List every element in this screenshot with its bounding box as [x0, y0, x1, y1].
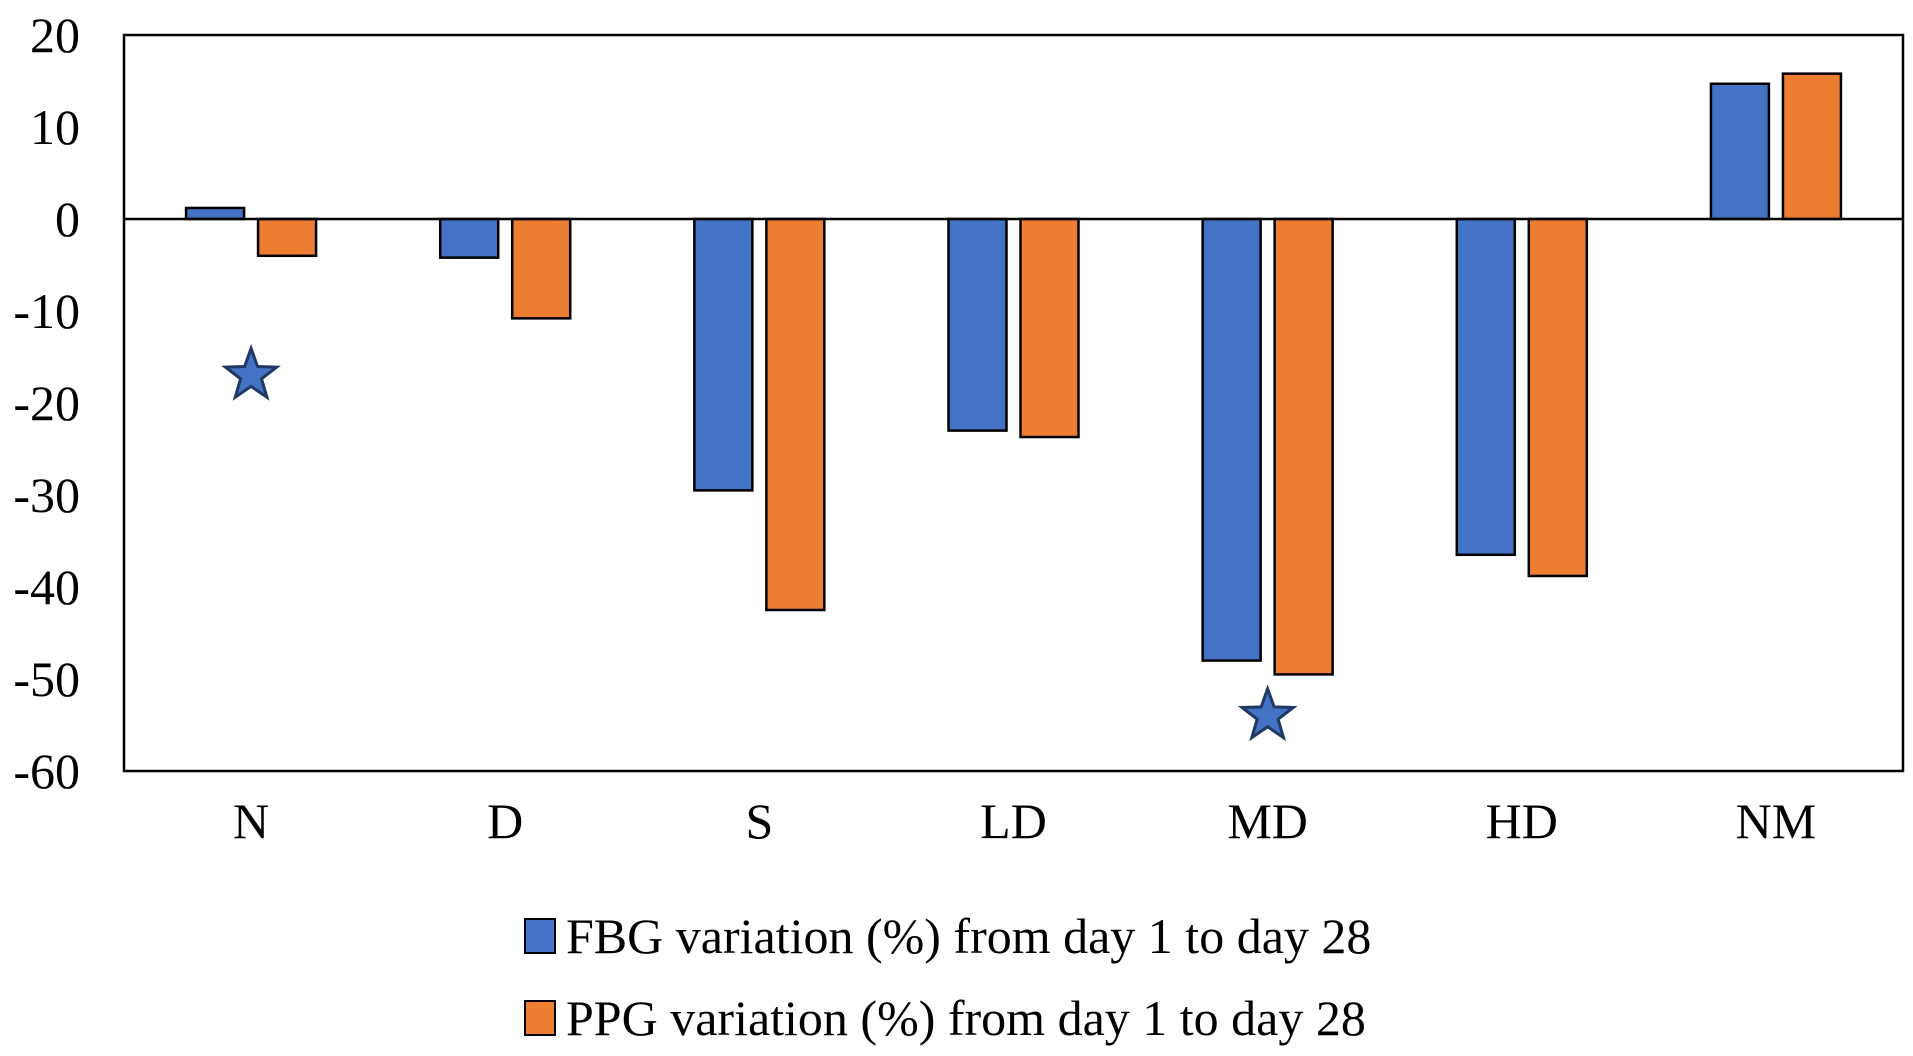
bar-fbg-s — [693, 217, 754, 492]
bar-fbg-md — [1201, 217, 1262, 662]
bar-fbg-d — [438, 217, 500, 259]
x-axis-categories: N D S LD MD HD NM — [233, 793, 1816, 849]
bars — [184, 72, 1843, 676]
y-tick-label: -20 — [13, 375, 80, 431]
y-tick-label: 20 — [30, 7, 80, 63]
y-axis-ticks: 20 10 0 -10 -20 -30 -40 -50 -60 — [13, 7, 80, 799]
bar-fbg-nm — [1709, 82, 1771, 221]
y-tick-label: -60 — [13, 743, 80, 799]
y-tick-label: -40 — [13, 559, 80, 615]
bar-ppg-hd — [1527, 217, 1589, 578]
star-marker-n — [221, 343, 281, 401]
bar-ppg-s — [765, 217, 826, 612]
legend-swatch-ppg — [524, 1000, 556, 1036]
plot-area-frame — [122, 33, 1905, 773]
annotations — [221, 343, 1298, 742]
legend-label-fbg: FBG variation (%) from day 1 to day 28 — [566, 908, 1371, 964]
bar-ppg-n — [256, 217, 318, 258]
bar-fbg-n — [184, 206, 246, 221]
x-category-label: S — [745, 793, 773, 849]
x-category-label: N — [233, 793, 269, 849]
y-tick-label: 10 — [30, 99, 80, 155]
y-tick-label: -10 — [13, 283, 80, 339]
bar-fbg-ld — [947, 217, 1008, 432]
y-tick-label: 0 — [55, 191, 80, 247]
x-category-label: NM — [1736, 793, 1817, 849]
y-tick-label: -30 — [13, 467, 80, 523]
bar-fbg-hd — [1455, 217, 1517, 557]
x-category-label: D — [487, 793, 523, 849]
x-category-label: LD — [980, 793, 1047, 849]
bar-ppg-ld — [1019, 217, 1080, 439]
legend-swatch-fbg — [524, 918, 556, 954]
legend-label-ppg: PPG variation (%) from day 1 to day 28 — [566, 990, 1366, 1046]
bar-ppg-d — [510, 217, 572, 320]
y-tick-label: -50 — [13, 651, 80, 707]
star-marker-md — [1237, 684, 1298, 742]
bar-ppg-nm — [1781, 72, 1843, 221]
x-category-label: MD — [1227, 793, 1308, 849]
bar-ppg-md — [1273, 217, 1334, 676]
x-category-label: HD — [1486, 793, 1558, 849]
legend: FBG variation (%) from day 1 to day 28 PP… — [524, 908, 1371, 1046]
